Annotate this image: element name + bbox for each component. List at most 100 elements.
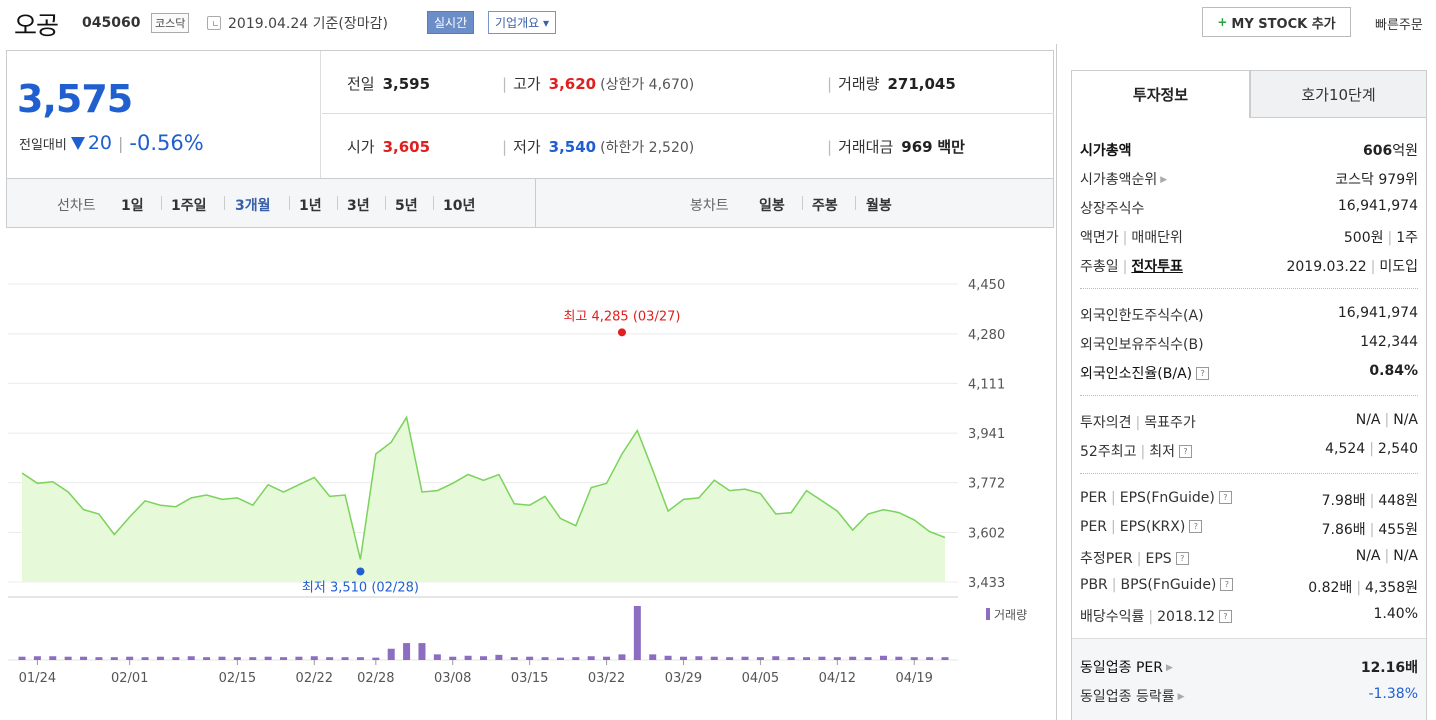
volume-label: 거래량 (838, 75, 880, 93)
help-icon[interactable]: ? (1220, 578, 1234, 591)
high-value: 3,620 (548, 75, 597, 93)
plus-icon: + (1217, 15, 1228, 29)
chart-period-bar: 선차트 1일 1주일 3개월 1년 3년 5년 10년 봉차트 일봉 주봉 월봉 (6, 178, 1054, 228)
eps2-label: EPS(KRX) (1119, 519, 1186, 535)
volume-bar (710, 656, 718, 660)
x-tick-label: 04/12 (819, 671, 856, 686)
volume-bar (864, 657, 872, 660)
trade-amount-value: 969 (901, 138, 933, 156)
divider: | (1111, 577, 1117, 593)
volume-bar (618, 654, 626, 660)
candle-monthly[interactable]: 월봉 (866, 198, 892, 214)
price-chart-svg: 4,450 4,280 4,111 3,941 3,772 3,602 3,433 최고 4,… (8, 278, 1027, 686)
divider: | (1387, 230, 1393, 246)
foreign-ratio-value: 0.84% (1369, 363, 1418, 379)
market-badge: 코스닥 (151, 13, 190, 33)
help-icon[interactable]: ? (1175, 552, 1189, 565)
low52-value: 2,540 (1377, 441, 1418, 457)
price-change-row: 전일대비 20 | -0.56% (19, 131, 204, 155)
open-cell: 시가 3,605 (347, 136, 430, 157)
info-row-industry-per: 동일업종 PER ▶ 12.16배 (1072, 653, 1426, 679)
info-row-foreign-limit: 외국인한도주식수(A) 16,941,974 (1072, 301, 1426, 327)
stock-code: 045060 (82, 15, 141, 31)
divider: | (1148, 609, 1154, 625)
help-icon[interactable]: ? (1218, 491, 1232, 504)
volume-bar (95, 657, 103, 660)
company-overview-dropdown[interactable]: 기업개요 ▾ (488, 11, 556, 34)
volume-bar (49, 656, 57, 660)
volume-bar (526, 656, 534, 660)
info-row-pbr: PBR | BPS(FnGuide)? 0.82배 | 4,358원 (1072, 573, 1426, 599)
open-label: 시가 (347, 138, 375, 156)
help-icon[interactable]: ? (1196, 367, 1210, 380)
period-1w[interactable]: 1주일 (171, 198, 207, 214)
volume-bar (403, 643, 411, 660)
volume-bar (295, 656, 303, 660)
eeps-label: EPS (1145, 551, 1172, 567)
lower-limit: (하한가 2,520) (600, 140, 695, 156)
divider: | (1122, 230, 1128, 246)
dividend-label: 배당수익률 (1080, 609, 1145, 625)
arrow-right-icon[interactable]: ▶ (1160, 175, 1168, 185)
divider: | (1369, 522, 1375, 538)
low-annotation: 최저 3,510 (02/28) (302, 580, 419, 595)
arrow-right-icon[interactable]: ▶ (1177, 692, 1185, 702)
arrow-right-icon[interactable]: ▶ (1166, 663, 1173, 673)
info-row-52week: 52주최고 | 최저? 4,524 | 2,540 (1072, 437, 1426, 463)
help-icon[interactable]: ? (1189, 520, 1203, 533)
price-detail-grid: 전일 3,595 | 고가 3,620 (상한가 4,670) | 거래량 271,045 … (322, 51, 1054, 178)
tab-order-book[interactable]: 호가10단계 (1250, 70, 1427, 118)
period-1y[interactable]: 1년 (299, 198, 322, 214)
foreign-limit-label: 외국인한도주식수(A) (1080, 308, 1204, 324)
pbr-label: PBR (1080, 577, 1108, 593)
info-tabs: 투자정보 호가10단계 (1071, 70, 1427, 118)
trade-amount-label: 거래대금 (838, 138, 894, 156)
info-row-opinion: 투자의견 | 목표주가 N/A | N/A (1072, 408, 1426, 434)
divider: | (827, 138, 833, 156)
eper-label: 추정PER (1080, 551, 1133, 567)
tab-investment-info[interactable]: 투자정보 (1071, 70, 1250, 118)
x-tick-label: 01/24 (19, 671, 56, 686)
bps-label: BPS(FnGuide) (1120, 577, 1217, 593)
volume-bar (495, 654, 503, 660)
realtime-button[interactable]: 실시간 (427, 11, 475, 34)
period-5y[interactable]: 5년 (395, 198, 418, 214)
candle-weekly[interactable]: 주봉 (812, 198, 838, 214)
period-3m[interactable]: 3개월 (235, 198, 271, 214)
volume-bar (264, 656, 272, 660)
quick-order-link[interactable]: 빠른주문 (1375, 18, 1423, 33)
period-1d[interactable]: 1일 (121, 198, 144, 214)
market-cap-rank-label: 시가총액순위 (1080, 172, 1158, 188)
low-marker (356, 567, 365, 576)
help-icon[interactable]: ? (1178, 445, 1192, 458)
volume-bar (572, 657, 580, 660)
volume-legend-swatch (986, 608, 990, 620)
down-arrow-icon (70, 136, 85, 150)
price-line (21, 415, 946, 560)
evote-link[interactable]: 전자투표 (1131, 259, 1183, 275)
shares-value: 16,941,974 (1337, 198, 1418, 214)
divider: | (1122, 259, 1128, 275)
help-icon[interactable]: ? (1219, 610, 1233, 623)
candle-daily[interactable]: 일봉 (759, 198, 785, 214)
low52-label: 최저 (1149, 444, 1175, 460)
volume-bar (833, 657, 841, 660)
high-marker (617, 328, 626, 337)
high-cell: | 고가 3,620 (상한가 4,670) (502, 73, 694, 94)
divider: | (1140, 444, 1146, 460)
x-tick-label: 02/15 (219, 671, 256, 686)
add-mystock-button[interactable]: + MY STOCK 추가 (1202, 7, 1351, 37)
divider: | (827, 75, 833, 93)
price-area (22, 417, 945, 582)
info-row-industry-change: 동일업종 등락률 ▶ -1.38% (1072, 682, 1426, 708)
volume-bar (741, 656, 749, 660)
divider: | (1111, 490, 1116, 506)
info-row-foreign-ratio: 외국인소진율(B/A)? 0.84% (1072, 359, 1426, 385)
info-row-foreign-hold: 외국인보유주식수(B) 142,344 (1072, 330, 1426, 356)
change-amount: 20 (87, 132, 113, 154)
change-label: 전일대비 (19, 137, 67, 153)
volume-bar (418, 643, 426, 660)
info-row-par: 액면가 | 매매단위 500원 | 1주 (1072, 223, 1426, 249)
period-10y[interactable]: 10년 (443, 198, 476, 214)
period-3y[interactable]: 3년 (347, 198, 370, 214)
